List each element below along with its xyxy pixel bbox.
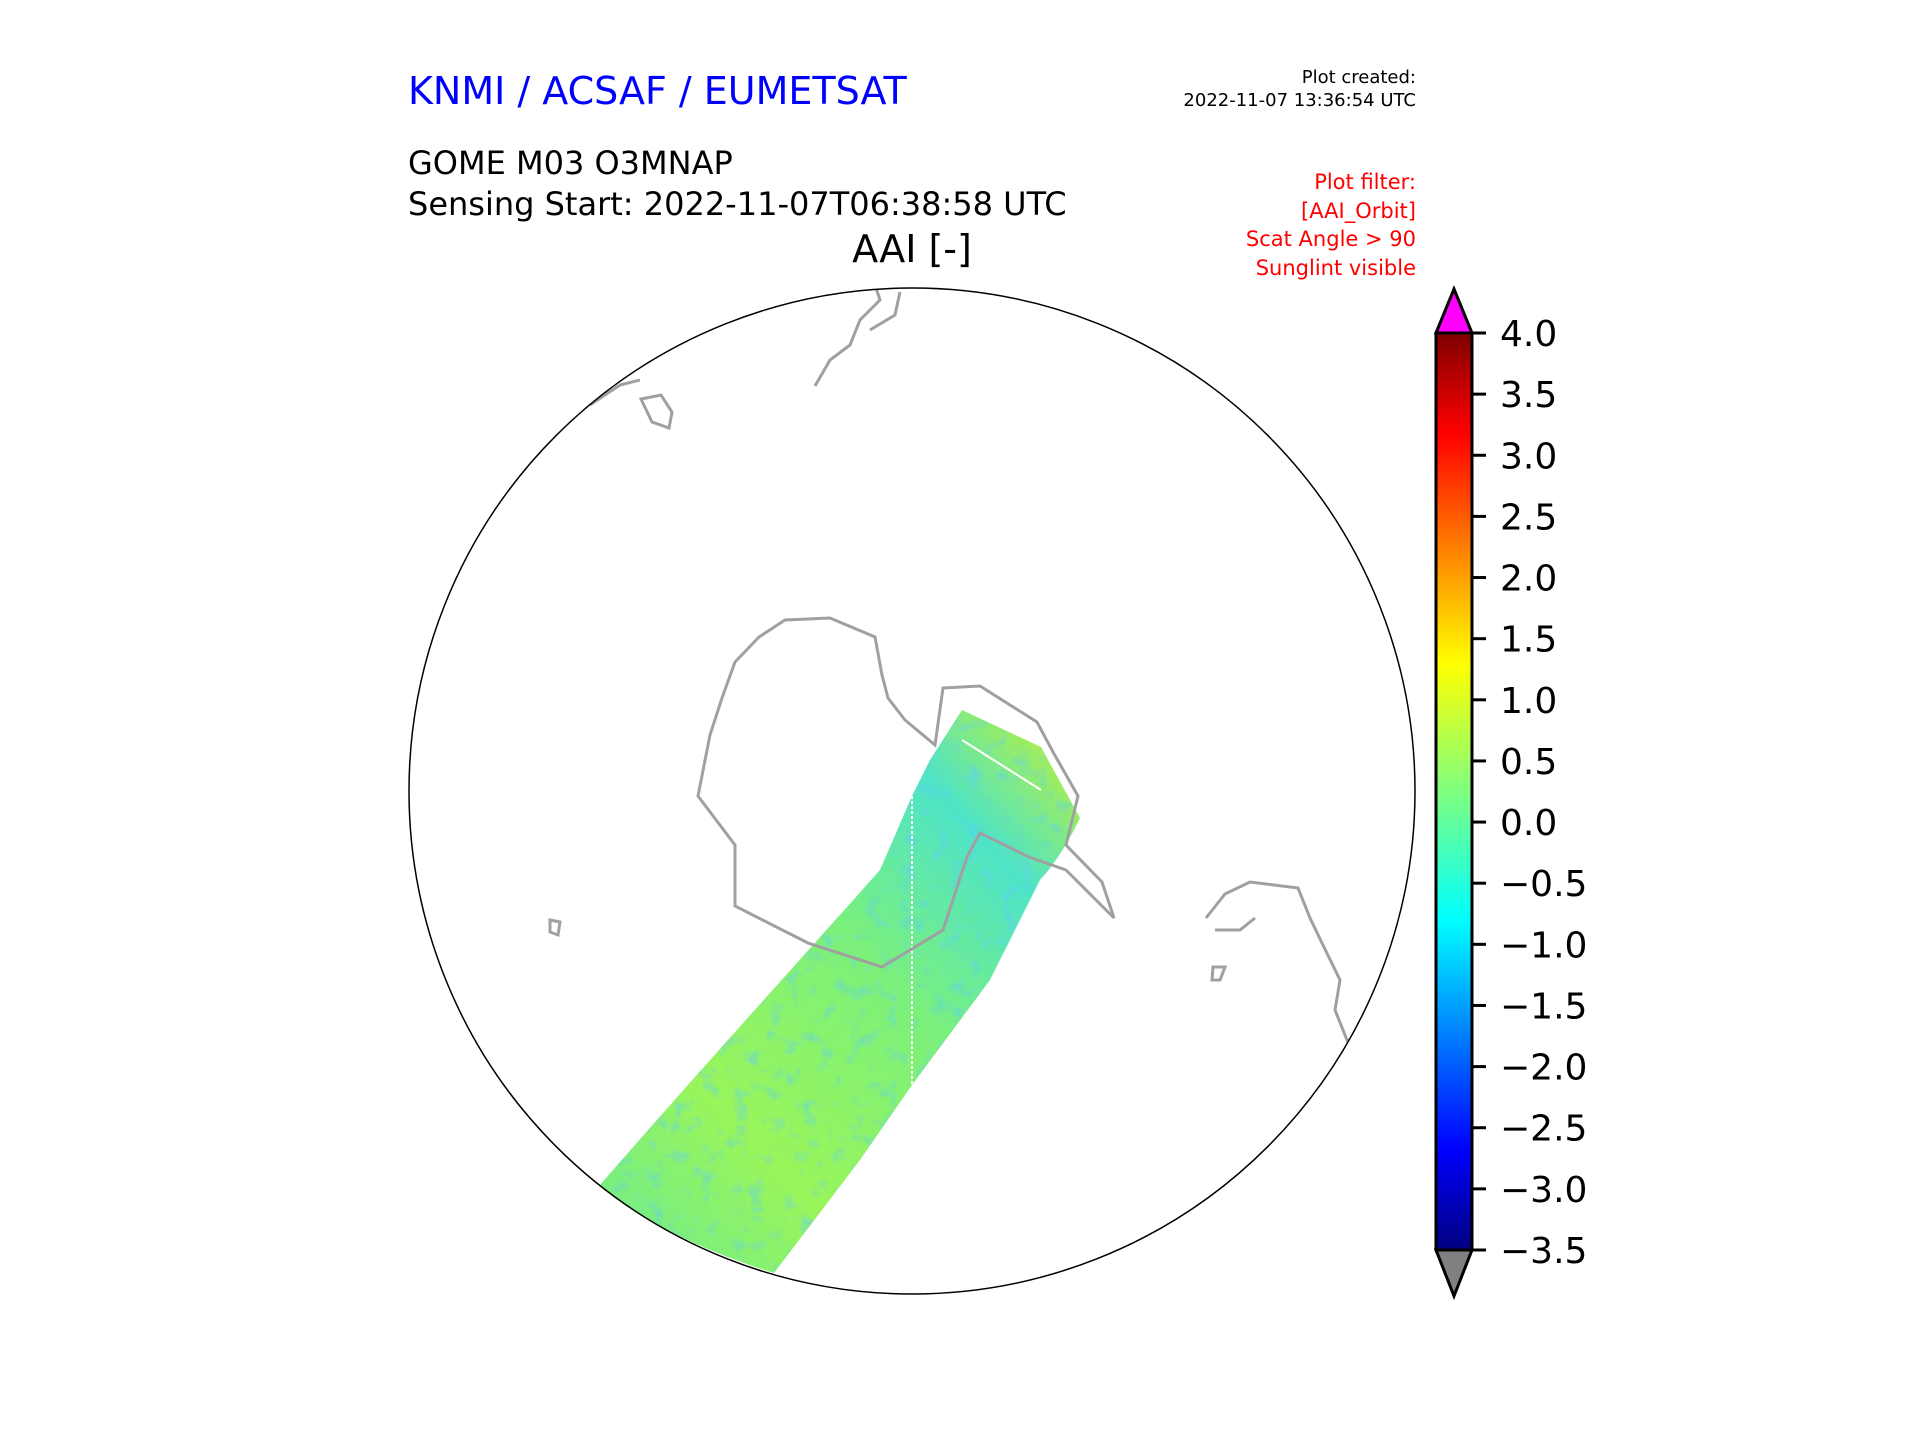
colorbar: 4.0 3.5 3.0 2.5 2.0 1.5 1.0 0.5 0.0 −0.5 −1.0 −1.5 −… <box>1433 285 1587 1301</box>
colorbar-tick-label: 1.0 <box>1500 681 1557 722</box>
colorbar-over-extend <box>1433 285 1475 335</box>
sensing-start: Sensing Start: 2022-11-07T06:38:58 UTC <box>408 185 1067 223</box>
coastlines <box>548 288 1362 1061</box>
colorbar-gradient <box>1434 331 1474 1252</box>
filter-line: Plot filter: <box>1314 170 1416 194</box>
plot-created-time: 2022-11-07 13:36:54 UTC <box>1183 90 1416 111</box>
coastline-antarctica <box>696 616 1116 969</box>
aai-swath <box>600 710 1080 1273</box>
colorbar-tick-label: 4.0 <box>1500 314 1557 355</box>
coastline-new-zealand <box>813 288 902 387</box>
coastline-tasmania <box>638 393 674 430</box>
colorbar-tick-label: −2.5 <box>1500 1109 1587 1150</box>
coastline-south-america <box>1204 880 1362 1061</box>
variable-title: AAI [-] <box>852 227 972 271</box>
filter-line: [AAI_Orbit] <box>1301 198 1416 223</box>
colorbar-tick-label: 3.0 <box>1500 436 1557 477</box>
filter-line: Sunglint visible <box>1255 255 1416 280</box>
colorbar-tick-label: −1.5 <box>1500 986 1587 1027</box>
map-area <box>548 288 1362 1273</box>
map-boundary <box>408 287 1416 1295</box>
colorbar-tick-label: 0.5 <box>1500 742 1557 783</box>
coastline-island <box>548 918 562 938</box>
swath-gap <box>961 739 1042 791</box>
colorbar-tick-label: −2.0 <box>1500 1048 1587 1089</box>
filter-line: Scat Angle > 90 <box>1245 227 1416 251</box>
colorbar-tick-label: −1.0 <box>1500 925 1587 966</box>
colorbar-tick-label: 3.5 <box>1500 375 1557 416</box>
coastline-australia <box>589 378 641 407</box>
colorbar-tick-label: −3.0 <box>1500 1170 1587 1211</box>
colorbar-tick-label: 2.0 <box>1500 559 1557 600</box>
product-title: GOME M03 O3MNAP <box>408 144 733 182</box>
colorbar-tick-label: 1.5 <box>1500 620 1557 661</box>
plot-created: Plot created: 2022-11-07 13:36:54 UTC <box>1183 66 1416 112</box>
coastline-falklands <box>1210 965 1228 982</box>
colorbar-tick-label: −3.5 <box>1500 1231 1587 1272</box>
colorbar-tick-label: −0.5 <box>1500 864 1587 905</box>
plot-filter: Plot filter: [AAI_Orbit] Scat Angle > 90… <box>1246 168 1416 282</box>
plot-created-label: Plot created: <box>1301 67 1416 88</box>
colorbar-under-extend <box>1433 1248 1475 1301</box>
colorbar-tick-label: 0.0 <box>1500 803 1557 844</box>
organization-title: KNMI / ACSAF / EUMETSAT <box>408 69 907 113</box>
colorbar-tick-label: 2.5 <box>1500 497 1557 538</box>
